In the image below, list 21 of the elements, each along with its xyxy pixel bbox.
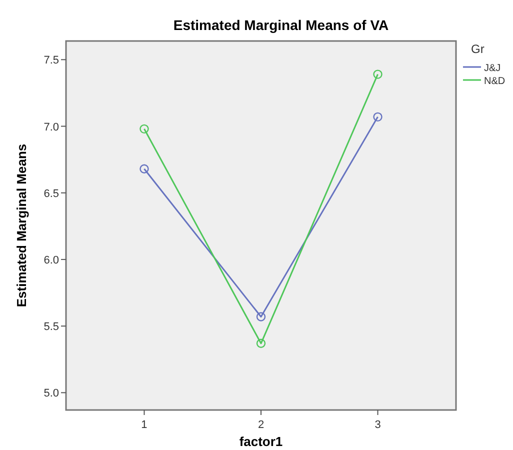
y-tick-label: 5.0	[44, 388, 59, 400]
x-tick-label: 1	[141, 419, 148, 431]
point	[256, 312, 266, 322]
legend-label: N&D	[484, 76, 506, 87]
point	[373, 112, 382, 122]
y-tick-label: 6.0	[44, 254, 59, 266]
legend-title: Gr	[471, 42, 484, 56]
x-axis-title: factor1	[239, 434, 283, 449]
chart-title: Estimated Marginal Means of VA	[173, 17, 389, 33]
legend-label: J&J	[484, 63, 501, 74]
point	[373, 70, 382, 79]
y-tick-label: 7.5	[44, 54, 59, 67]
point	[140, 124, 149, 134]
x-tick-label: 3	[374, 419, 381, 431]
point	[140, 164, 149, 174]
y-axis-title: Estimated Marginal Means	[14, 144, 29, 308]
y-tick-label: 5.5	[44, 321, 59, 334]
y-tick-label: 7.0	[44, 121, 59, 134]
x-tick-label: 2	[258, 419, 264, 431]
point	[256, 338, 266, 348]
y-tick-label: 6.5	[44, 188, 59, 200]
